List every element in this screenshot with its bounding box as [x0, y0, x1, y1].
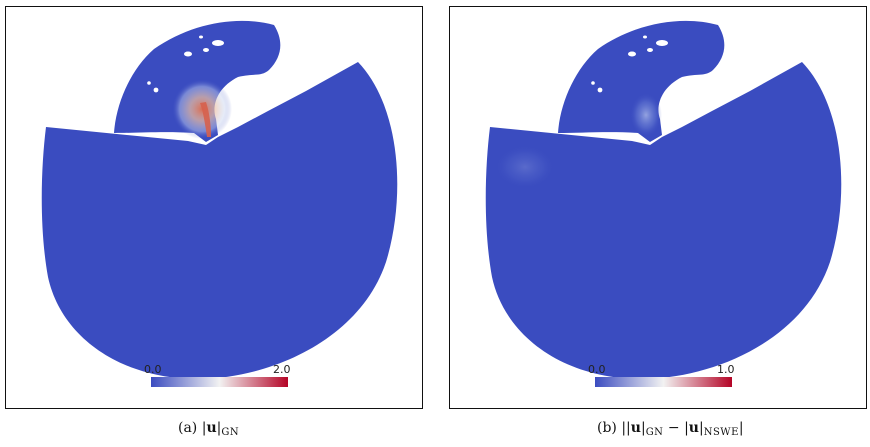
island	[647, 48, 653, 52]
colorbar-min-label: 0.0	[588, 363, 606, 376]
island	[212, 40, 224, 46]
island	[628, 51, 636, 57]
colorbar-max-label: 1.0	[717, 363, 735, 376]
island	[199, 35, 203, 39]
velocity-difference-plot	[485, 20, 842, 387]
velocity-magnitude-plot	[41, 20, 398, 387]
upper-bay-domain	[558, 20, 725, 142]
island	[153, 87, 159, 93]
island	[147, 81, 151, 85]
figure-panel-b: 0.0 1.0	[449, 6, 867, 409]
channel-jet	[200, 102, 211, 137]
island	[591, 81, 595, 85]
caption-a: (a) |u|GN	[178, 420, 240, 438]
difference-faint-area	[495, 145, 555, 189]
colorbar-a	[151, 377, 288, 387]
main-basin-domain	[485, 62, 842, 380]
caption-b: (b) ||u|GN − |u|NSWE|	[597, 420, 744, 438]
figure-panel-a: 0.0 2.0	[5, 6, 423, 409]
main-basin-domain	[41, 62, 398, 380]
island	[203, 48, 209, 52]
difference-hotspot	[630, 93, 662, 137]
island	[184, 51, 192, 57]
colorbar-b	[595, 377, 732, 387]
colorbar-min-label: 0.0	[144, 363, 162, 376]
colorbar-max-label: 2.0	[273, 363, 291, 376]
island	[643, 35, 647, 39]
island	[597, 87, 603, 93]
island	[656, 40, 668, 46]
